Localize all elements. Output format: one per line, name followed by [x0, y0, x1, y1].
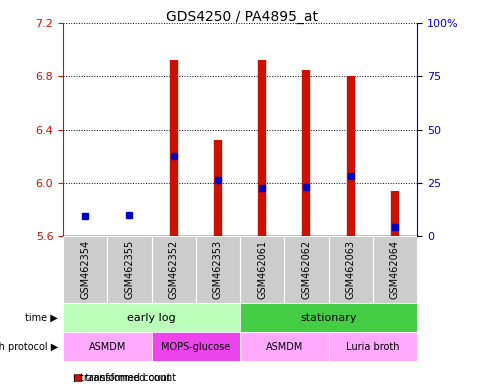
Bar	[328, 332, 416, 361]
Bar	[240, 332, 328, 361]
Bar	[63, 332, 151, 361]
Bar	[240, 236, 284, 303]
Bar	[107, 236, 151, 303]
Text: GSM462355: GSM462355	[124, 240, 134, 300]
Text: ■ transformed count: ■ transformed count	[73, 373, 176, 383]
Text: GSM462064: GSM462064	[389, 240, 399, 299]
Text: ■: ■	[73, 373, 82, 383]
Text: GSM462063: GSM462063	[345, 240, 355, 299]
Bar	[240, 303, 416, 332]
Bar	[372, 236, 416, 303]
Bar	[63, 303, 240, 332]
Bar	[196, 236, 240, 303]
Bar	[328, 236, 372, 303]
Text: ASMDM: ASMDM	[89, 341, 126, 352]
Text: time ▶: time ▶	[25, 313, 58, 323]
Text: early log: early log	[127, 313, 176, 323]
Bar	[151, 236, 196, 303]
Text: ASMDM: ASMDM	[265, 341, 302, 352]
Text: GSM462353: GSM462353	[212, 240, 223, 299]
Text: growth protocol ▶: growth protocol ▶	[0, 341, 58, 352]
Text: GSM462062: GSM462062	[301, 240, 311, 299]
Bar	[151, 332, 240, 361]
Bar	[284, 236, 328, 303]
Text: GSM462354: GSM462354	[80, 240, 90, 299]
Text: Luria broth: Luria broth	[346, 341, 399, 352]
Text: GDS4250 / PA4895_at: GDS4250 / PA4895_at	[166, 10, 318, 23]
Text: MOPS-glucose: MOPS-glucose	[161, 341, 230, 352]
Text: transformed count: transformed count	[80, 373, 170, 383]
Bar	[63, 236, 107, 303]
Text: stationary: stationary	[300, 313, 356, 323]
Text: GSM462352: GSM462352	[168, 240, 178, 300]
Text: GSM462061: GSM462061	[257, 240, 267, 299]
